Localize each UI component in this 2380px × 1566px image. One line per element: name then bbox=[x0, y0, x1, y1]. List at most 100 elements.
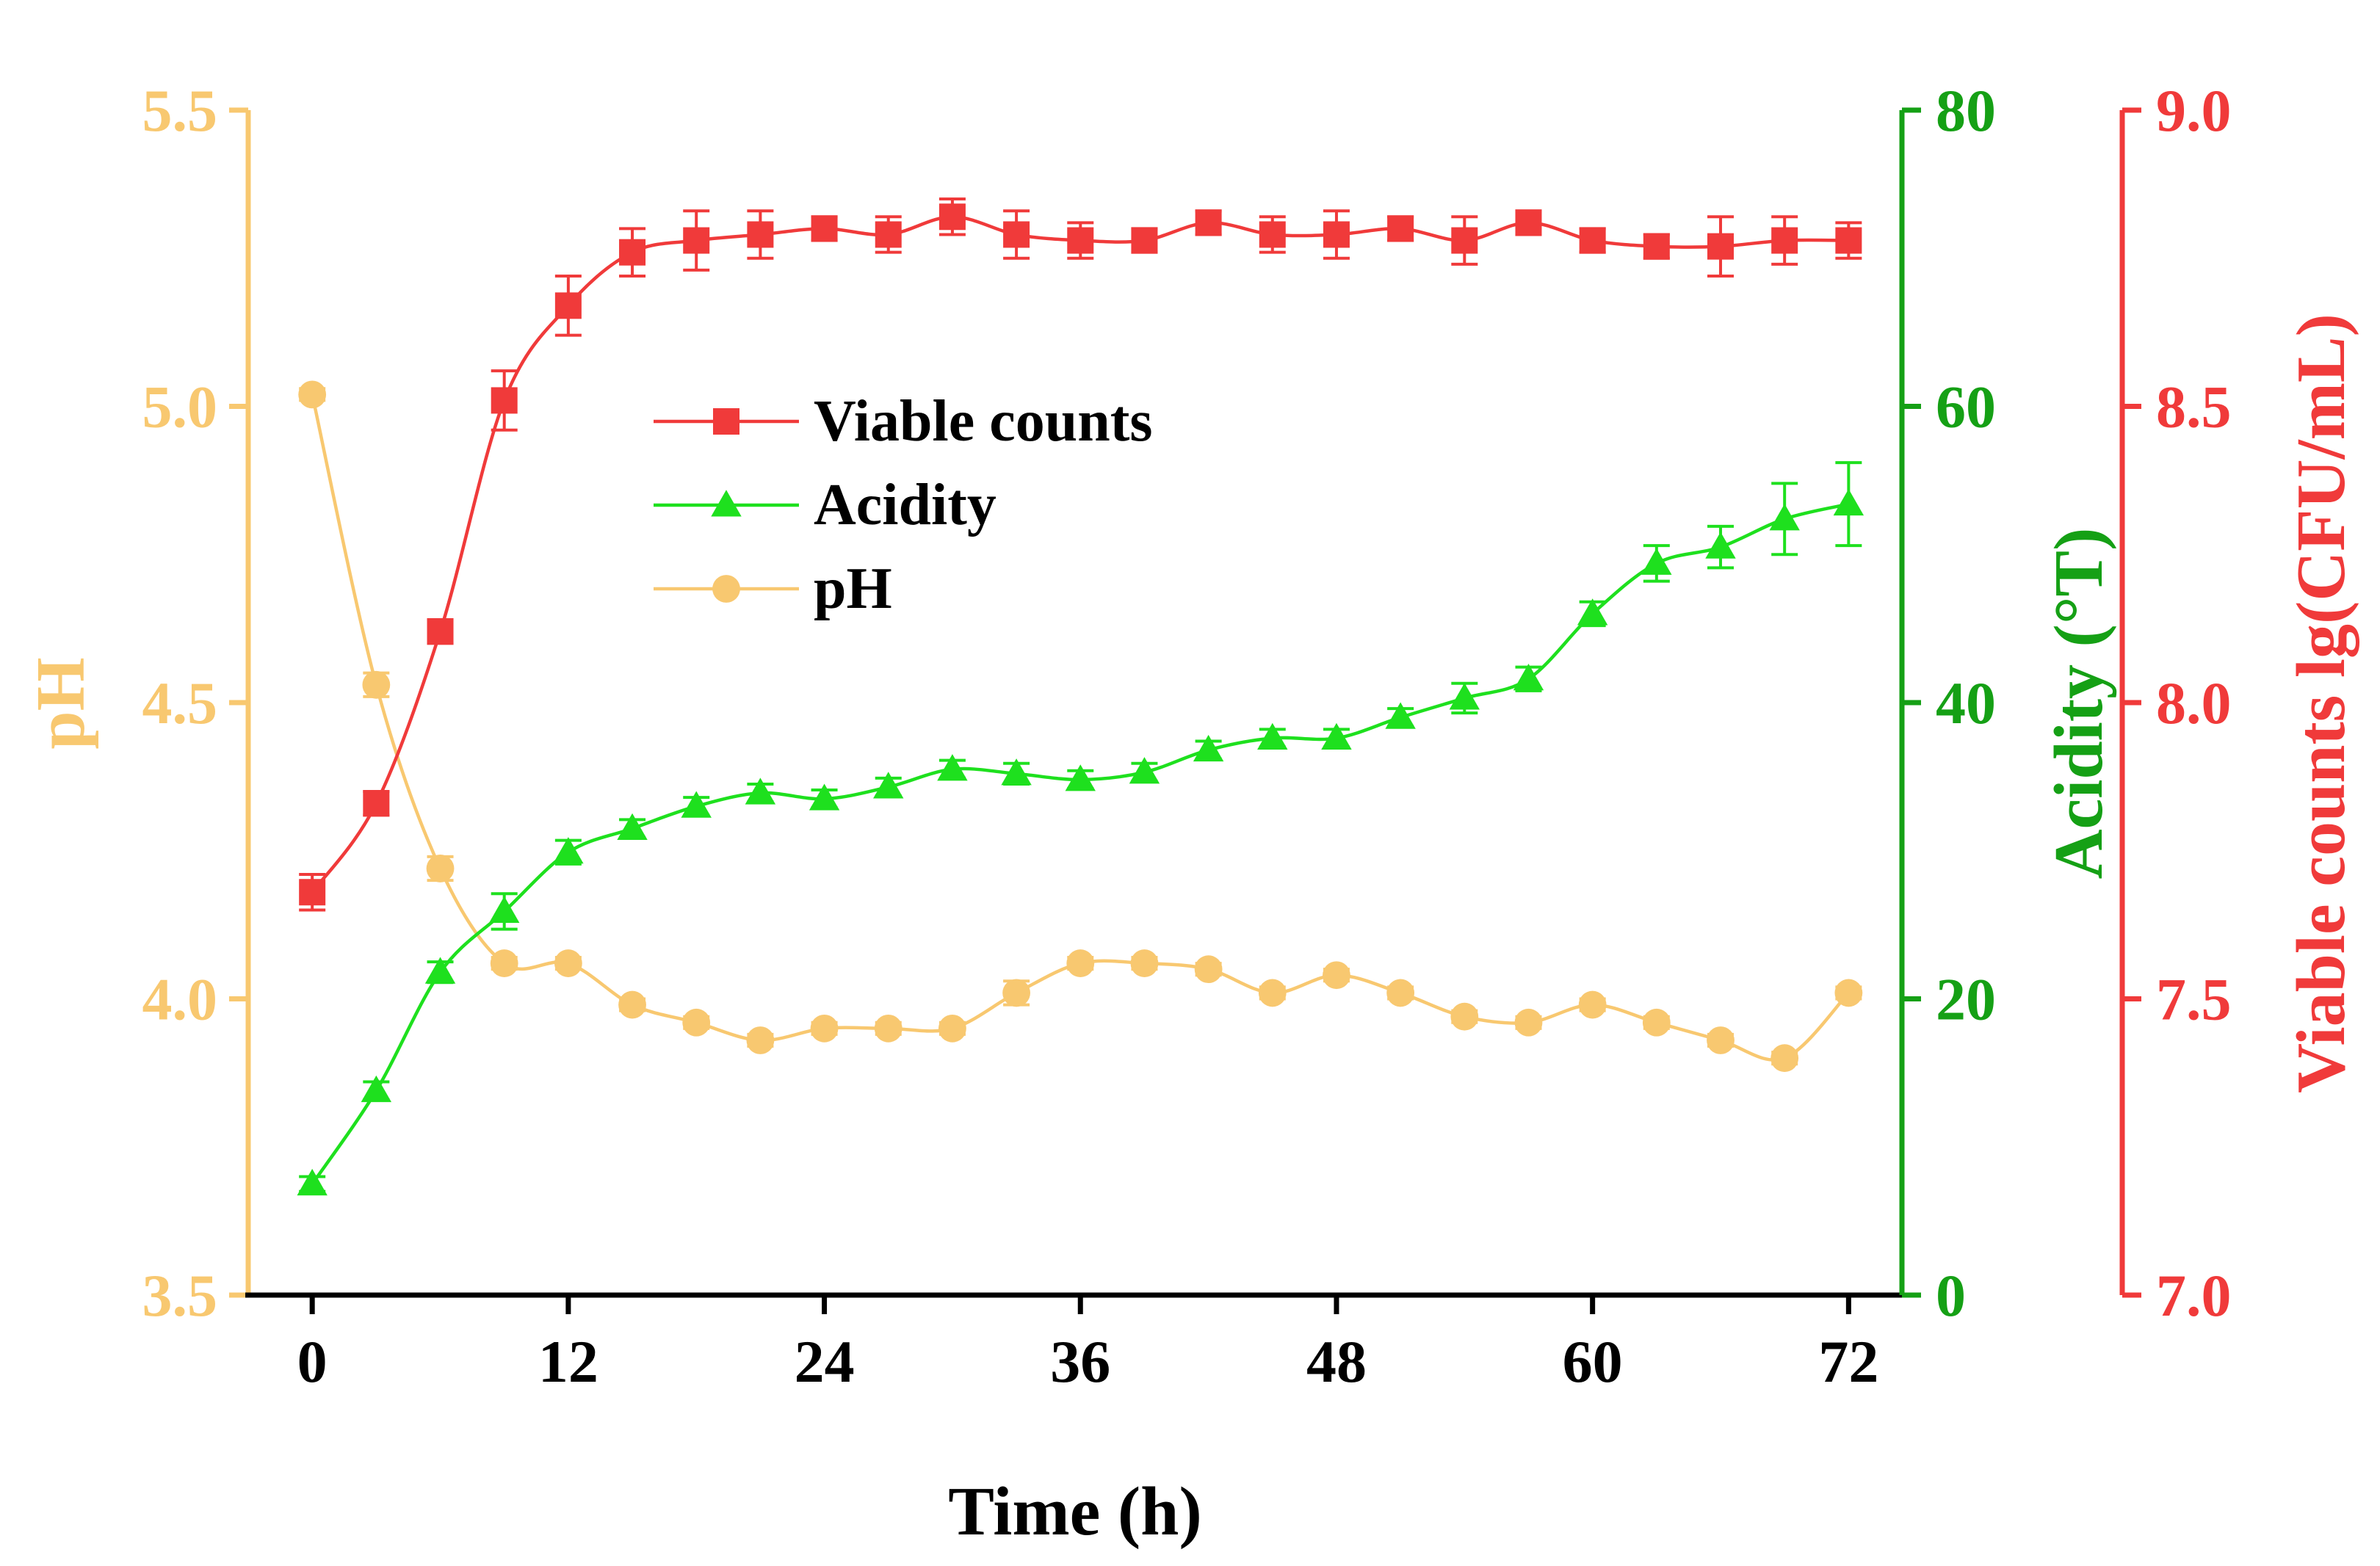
viable-counts-point bbox=[1643, 233, 1670, 260]
viable-counts-point bbox=[1003, 221, 1030, 248]
x-tick-label: 0 bbox=[297, 1328, 328, 1395]
legend-swatch-marker bbox=[713, 408, 739, 435]
viable-counts-point bbox=[747, 221, 774, 248]
viable-counts-point bbox=[1067, 227, 1094, 254]
acidity-point bbox=[1769, 504, 1800, 531]
viable-counts-point bbox=[299, 879, 326, 906]
ph-point bbox=[1323, 961, 1350, 990]
viable-counts-point bbox=[683, 227, 710, 254]
legend-item-acidity: Acidity bbox=[654, 473, 997, 537]
acidity-point bbox=[745, 777, 776, 805]
ph-point bbox=[874, 1014, 903, 1043]
legend: Viable counts Acidity pH bbox=[654, 389, 1153, 621]
legend-swatch-marker bbox=[711, 490, 742, 517]
ph-point bbox=[938, 1014, 966, 1043]
acidity-tick-label: 0 bbox=[1936, 1262, 1966, 1329]
viable-counts-point bbox=[1387, 215, 1414, 242]
x-tick-label: 60 bbox=[1563, 1328, 1623, 1395]
ph-point bbox=[1130, 949, 1159, 977]
viable-tick-label: 7.5 bbox=[2156, 966, 2232, 1033]
acidity-point bbox=[1385, 702, 1416, 729]
legend-item-ph: pH bbox=[654, 557, 892, 621]
legend-label: pH bbox=[814, 557, 892, 621]
legend-label: Acidity bbox=[814, 473, 997, 537]
acidity-point bbox=[1577, 598, 1608, 626]
acidity-point bbox=[1321, 722, 1352, 750]
viable-counts-point bbox=[1771, 227, 1798, 254]
ph-point bbox=[1770, 1044, 1799, 1073]
ph-point bbox=[1002, 979, 1030, 1007]
acidity-point bbox=[1193, 734, 1224, 762]
viable-counts-point bbox=[875, 221, 902, 248]
axes: 3.5 4.0 4.5 5.0 5.5 0 12 24 36 48 60 72 0 20 40 60 80 7.0… bbox=[142, 77, 2232, 1395]
acidity-point bbox=[1001, 758, 1032, 786]
viable-counts-point bbox=[938, 203, 966, 231]
viable-counts-point bbox=[1451, 227, 1478, 254]
ph-point bbox=[1642, 1008, 1671, 1037]
ph-tick-label: 4.0 bbox=[142, 966, 218, 1033]
x-tick-label: 12 bbox=[538, 1328, 598, 1395]
viable-axis-title: Viable counts lg(CFU/mL) bbox=[2283, 313, 2359, 1093]
viable-counts-point bbox=[363, 790, 390, 817]
acidity-point bbox=[1257, 722, 1288, 750]
ph-point bbox=[1258, 979, 1287, 1007]
viable-counts-point bbox=[491, 387, 518, 414]
ph-point bbox=[298, 380, 327, 409]
ph-point bbox=[1066, 949, 1095, 977]
ph-point bbox=[1194, 955, 1223, 984]
ph-tick-label: 4.5 bbox=[142, 670, 218, 736]
acidity-point bbox=[1641, 548, 1672, 575]
viable-counts-point bbox=[811, 215, 838, 242]
ph-point bbox=[1514, 1008, 1543, 1037]
ph-tick-label: 3.5 bbox=[142, 1262, 218, 1329]
ph-series bbox=[298, 380, 1863, 1073]
acidity-point bbox=[1833, 488, 1864, 516]
ph-tick-label: 5.5 bbox=[142, 77, 218, 144]
acidity-tick-label: 20 bbox=[1936, 966, 1996, 1033]
ph-tick-label: 5.0 bbox=[142, 374, 218, 441]
acidity-point bbox=[361, 1075, 392, 1103]
viable-counts-point bbox=[427, 618, 454, 645]
viable-tick-label: 7.0 bbox=[2156, 1262, 2232, 1329]
ph-point bbox=[490, 949, 518, 977]
ph-point bbox=[618, 990, 646, 1019]
acidity-axis-title: Acidity (°T) bbox=[2041, 528, 2117, 880]
acidity-point bbox=[1129, 757, 1160, 784]
acidity-point bbox=[937, 754, 968, 781]
acidity-tick-label: 40 bbox=[1936, 670, 1996, 736]
viable-counts-point bbox=[554, 292, 582, 319]
acidity-tick-label: 80 bbox=[1936, 77, 1996, 144]
ph-point bbox=[682, 1008, 711, 1037]
acidity-point bbox=[1513, 664, 1544, 691]
acidity-point bbox=[553, 837, 584, 864]
viable-tick-label: 9.0 bbox=[2156, 77, 2232, 144]
viable-counts-point bbox=[1131, 227, 1158, 254]
viable-counts-point bbox=[1515, 209, 1542, 236]
x-tick-label: 24 bbox=[795, 1328, 855, 1395]
ph-point bbox=[810, 1014, 839, 1043]
ph-point bbox=[1450, 1002, 1479, 1031]
ph-point bbox=[554, 949, 582, 977]
viable-counts-point bbox=[1579, 227, 1606, 254]
acidity-tick-label: 60 bbox=[1936, 374, 1996, 441]
acidity-point bbox=[1705, 532, 1736, 559]
viable-counts-point bbox=[1323, 221, 1350, 248]
viable-counts-point bbox=[1835, 227, 1862, 254]
viable-counts-point bbox=[1707, 233, 1735, 260]
viable-counts-series bbox=[299, 197, 1862, 912]
viable-counts-point bbox=[1195, 209, 1222, 236]
acidity-point bbox=[488, 896, 520, 923]
ph-point bbox=[1707, 1026, 1735, 1054]
ph-point bbox=[1386, 979, 1415, 1007]
acidity-point bbox=[681, 791, 712, 818]
legend-label: Viable counts bbox=[814, 389, 1153, 454]
legend-swatch-marker bbox=[712, 575, 740, 603]
viable-tick-label: 8.0 bbox=[2156, 670, 2232, 736]
x-tick-label: 72 bbox=[1818, 1328, 1878, 1395]
ph-point bbox=[746, 1026, 775, 1054]
acidity-point bbox=[297, 1168, 328, 1196]
x-tick-label: 48 bbox=[1306, 1328, 1367, 1395]
acidity-point bbox=[809, 783, 840, 811]
ph-point bbox=[426, 855, 455, 882]
viable-counts-point bbox=[1259, 221, 1286, 248]
